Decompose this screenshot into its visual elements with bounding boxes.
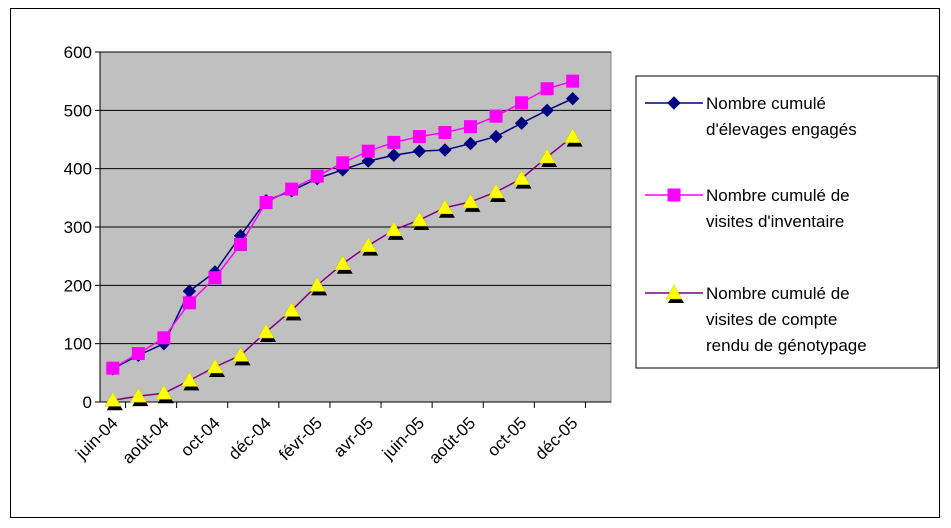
data-point-triangle [283, 301, 301, 317]
data-point-triangle [334, 255, 352, 270]
data-point-square [285, 182, 299, 196]
legend-label: visites d'inventaire [706, 212, 844, 231]
legend-label: rendu de génotypage [706, 336, 867, 355]
data-point-diamond [540, 103, 554, 118]
data-point-square [566, 74, 580, 88]
data-point-square [387, 135, 401, 149]
data-point-triangle [410, 211, 428, 227]
x-tick-label: déc-05 [531, 413, 581, 463]
gridlines [100, 51, 611, 403]
data-point-triangle [232, 346, 249, 362]
data-point-square [234, 238, 248, 251]
x-tick-label: août-05 [425, 413, 479, 467]
y-tick-label: 400 [64, 160, 92, 179]
data-point-square [438, 126, 452, 139]
series-2 [106, 74, 580, 375]
data-point-square [463, 120, 477, 134]
legend-label: visites de compte [706, 310, 837, 329]
data-point-triangle [513, 170, 531, 185]
legend-item-1: Nombre cumulé d'élevages engagés [645, 94, 857, 139]
data-point-triangle [564, 128, 582, 143]
series-layer [104, 74, 583, 411]
data-point-diamond [463, 136, 478, 151]
y-tick-label: 0 [83, 393, 92, 412]
legend-label: d'élevages engagés [706, 120, 857, 139]
data-point-diamond [565, 91, 580, 106]
data-point-diamond [361, 154, 375, 168]
y-tick-label: 300 [64, 218, 92, 237]
data-point-square [515, 96, 529, 110]
x-tick-label: juin-05 [378, 413, 428, 463]
x-tick-label: oct-05 [484, 413, 531, 460]
data-point-square [540, 82, 554, 96]
legend-item-3: Nombre cumulé de visites de compte rendu d… [645, 284, 867, 355]
data-point-diamond [514, 116, 529, 130]
y-tick-label: 100 [64, 335, 92, 354]
data-point-triangle [206, 358, 224, 374]
legend-item-2: Nombre cumulé de visites d'inventaire [645, 186, 850, 231]
data-point-square [667, 188, 681, 202]
data-point-square [412, 130, 426, 144]
data-point-square [208, 271, 222, 285]
data-point-triangle [665, 284, 683, 300]
series-3 [104, 128, 583, 411]
data-point-square [106, 361, 120, 375]
data-point-square [489, 109, 503, 123]
data-point-triangle [436, 199, 454, 214]
data-point-triangle [538, 148, 556, 164]
data-point-diamond [667, 96, 681, 110]
data-point-triangle [359, 237, 377, 252]
legend-label: Nombre cumulé de [706, 186, 850, 205]
data-point-triangle [155, 384, 173, 400]
data-point-square [336, 156, 350, 170]
data-point-triangle [257, 323, 275, 339]
x-tick-label: avr-05 [330, 413, 378, 461]
x-tick-label: déc-04 [225, 413, 275, 463]
data-point-triangle [129, 387, 147, 403]
x-tick-label: oct-04 [177, 413, 224, 460]
data-point-square [361, 144, 375, 158]
data-point-triangle [308, 276, 326, 292]
data-point-triangle [104, 391, 122, 407]
y-tick-label: 200 [64, 276, 92, 295]
y-tick-label: 600 [64, 43, 92, 62]
x-tick-label: juin-04 [71, 413, 121, 463]
x-tick-label: août-04 [118, 413, 172, 467]
data-point-square [157, 331, 171, 345]
data-point-diamond [489, 129, 503, 144]
data-point-triangle [180, 371, 198, 387]
legend-label: Nombre cumulé de [706, 284, 850, 303]
data-point-diamond [387, 148, 401, 162]
data-point-triangle [462, 193, 479, 209]
data-point-diamond [412, 144, 427, 158]
y-tick-label: 500 [64, 101, 92, 120]
data-point-diamond [438, 143, 452, 157]
data-point-triangle [385, 221, 403, 237]
data-point-triangle [487, 183, 505, 199]
legend-label: Nombre cumulé [706, 94, 826, 113]
data-point-square [310, 169, 324, 183]
data-point-square [259, 196, 273, 209]
data-point-square [131, 347, 145, 361]
x-tick-label: févr-05 [275, 413, 326, 464]
data-point-square [182, 296, 196, 310]
legend-box [635, 75, 939, 369]
